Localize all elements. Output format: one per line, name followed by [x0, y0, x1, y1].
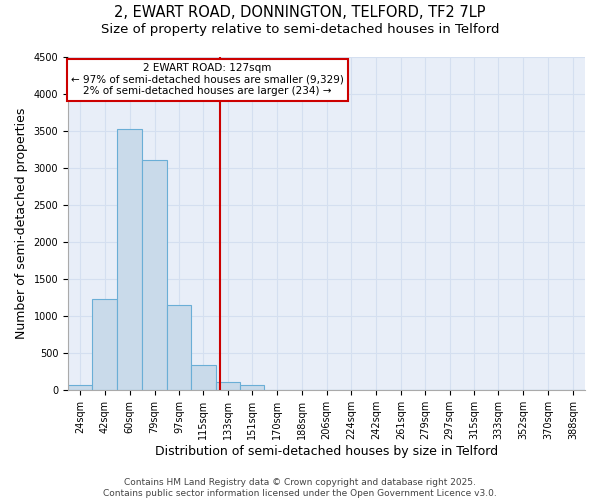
Text: 2, EWART ROAD, DONNINGTON, TELFORD, TF2 7LP: 2, EWART ROAD, DONNINGTON, TELFORD, TF2 …	[114, 5, 486, 20]
Text: Contains HM Land Registry data © Crown copyright and database right 2025.
Contai: Contains HM Land Registry data © Crown c…	[103, 478, 497, 498]
Bar	[142, 160, 167, 390]
Bar	[240, 386, 264, 390]
Bar	[191, 364, 215, 390]
Text: 2 EWART ROAD: 127sqm
← 97% of semi-detached houses are smaller (9,329)
2% of sem: 2 EWART ROAD: 127sqm ← 97% of semi-detac…	[71, 63, 344, 96]
Text: Size of property relative to semi-detached houses in Telford: Size of property relative to semi-detach…	[101, 22, 499, 36]
X-axis label: Distribution of semi-detached houses by size in Telford: Distribution of semi-detached houses by …	[155, 444, 498, 458]
Bar	[215, 382, 240, 390]
Bar	[92, 300, 117, 390]
Y-axis label: Number of semi-detached properties: Number of semi-detached properties	[15, 108, 28, 339]
Bar	[117, 129, 142, 390]
Bar	[68, 384, 92, 390]
Bar	[167, 304, 191, 390]
